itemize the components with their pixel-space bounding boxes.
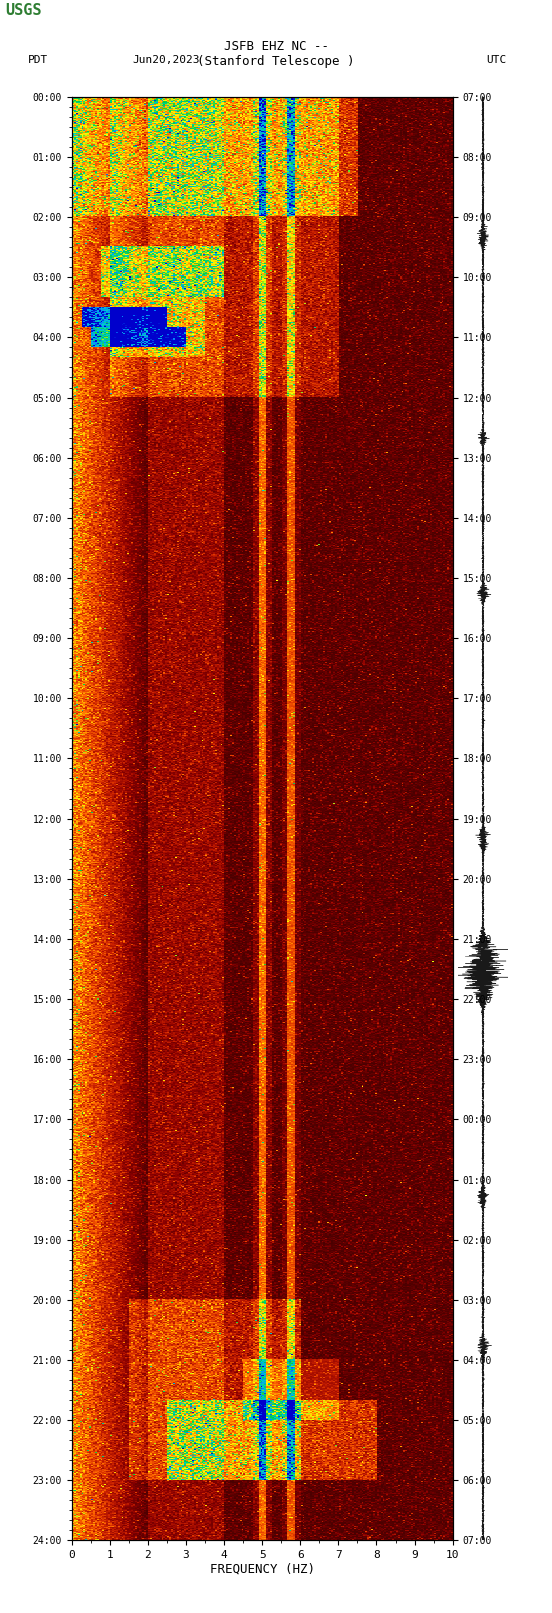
Text: Jun20,2023: Jun20,2023 — [132, 55, 200, 65]
Text: JSFB EHZ NC --: JSFB EHZ NC -- — [224, 40, 328, 53]
Text: PDT: PDT — [28, 55, 48, 65]
Text: USGS: USGS — [6, 3, 42, 18]
Text: (Stanford Telescope ): (Stanford Telescope ) — [197, 55, 355, 68]
Text: UTC: UTC — [486, 55, 506, 65]
X-axis label: FREQUENCY (HZ): FREQUENCY (HZ) — [210, 1563, 315, 1576]
